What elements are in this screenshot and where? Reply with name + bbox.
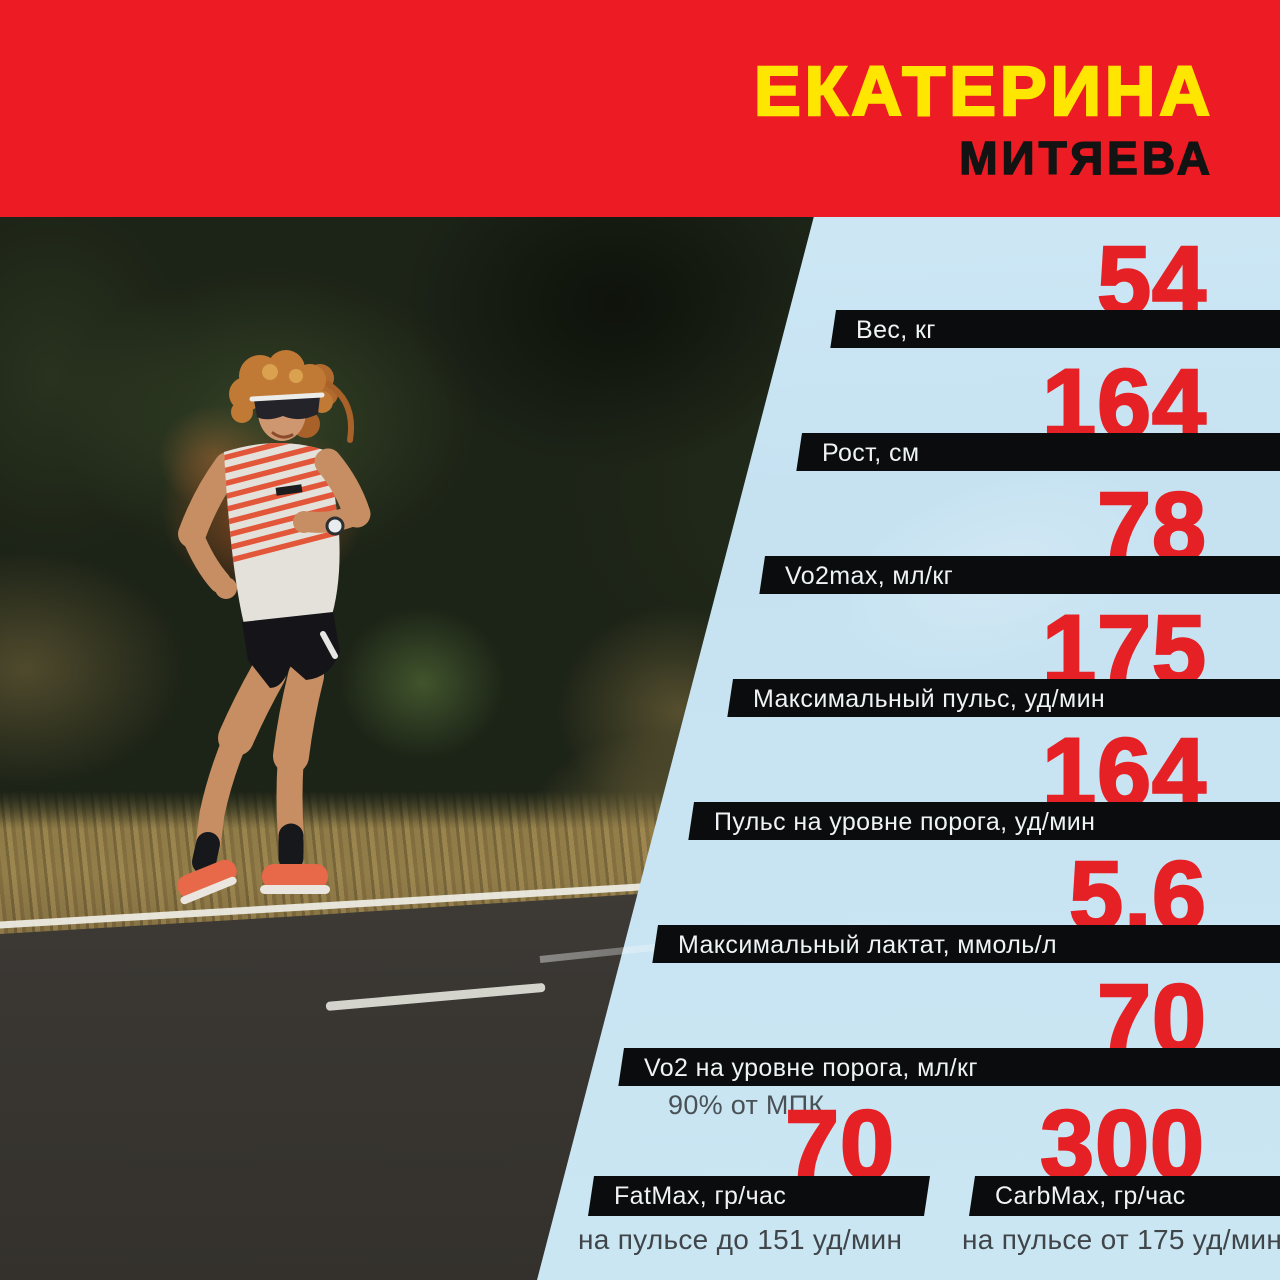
stat-bar: Пульс на уровне порога, уд/мин: [694, 802, 1280, 840]
athlete-last-name: МИТЯЕВА: [958, 132, 1214, 184]
bottom-stats-row: 70 FatMax, гр/час на пульсе до 151 уд/мин 3…: [0, 1095, 1280, 1255]
stat-row: 175 Максимальный пульс, уд/мин: [0, 600, 1280, 717]
stat-label: Рост, см: [822, 439, 920, 467]
stat-label: Vo2 на уровне порога, мл/кг: [644, 1054, 978, 1082]
stat-note: 90% от МПК: [668, 1090, 825, 1120]
stat-row: 70 Vo2 на уровне порога, мл/кг 90% от МПК: [0, 969, 1280, 1120]
stat-bar: Vo2max, мл/кг: [765, 556, 1280, 594]
stat-label: Vo2max, мл/кг: [785, 562, 954, 590]
stat-label: Пульс на уровне порога, уд/мин: [714, 808, 1096, 836]
stat-row: 164 Пульс на уровне порога, уд/мин: [0, 723, 1280, 840]
stat-note: на пульсе до 151 уд/мин: [578, 1224, 903, 1255]
stat-bar: Максимальный пульс, уд/мин: [733, 679, 1280, 717]
stat-row: 5,6 Максимальный лактат, ммоль/л: [0, 846, 1280, 963]
stat-note: на пульсе от 175 уд/мин: [962, 1224, 1280, 1255]
stat-row: 54 Вес, кг: [0, 231, 1280, 348]
stat-bar: FatMax, гр/час: [594, 1176, 930, 1216]
athlete-name-block: ЕКАТЕРИНА МИТЯЕВА: [753, 52, 1214, 184]
stat-bar: Рост, см: [802, 433, 1280, 471]
title-banner: ЕКАТЕРИНА МИТЯЕВА: [0, 0, 1280, 217]
stat-bar: Vo2 на уровне порога, мл/кг: [624, 1048, 1280, 1086]
stat-label: CarbMax, гр/час: [995, 1182, 1186, 1210]
stat-bar: Вес, кг: [836, 310, 1280, 348]
stat-row: 164 Рост, см: [0, 354, 1280, 471]
stat-label: FatMax, гр/час: [614, 1182, 787, 1210]
runner-illustration: [177, 350, 371, 905]
stat-row: 78 Vo2max, мл/кг: [0, 477, 1280, 594]
stat-label: Вес, кг: [856, 316, 936, 344]
athlete-first-name: ЕКАТЕРИНА: [753, 52, 1214, 130]
stat-label: Максимальный лактат, ммоль/л: [678, 931, 1057, 959]
stat-bar: CarbMax, гр/час: [975, 1176, 1280, 1216]
stat-bar: Максимальный лактат, ммоль/л: [658, 925, 1280, 963]
stat-label: Максимальный пульс, уд/мин: [753, 685, 1106, 713]
